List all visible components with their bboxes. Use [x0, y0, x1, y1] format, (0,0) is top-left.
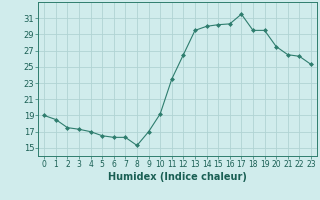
X-axis label: Humidex (Indice chaleur): Humidex (Indice chaleur)	[108, 172, 247, 182]
